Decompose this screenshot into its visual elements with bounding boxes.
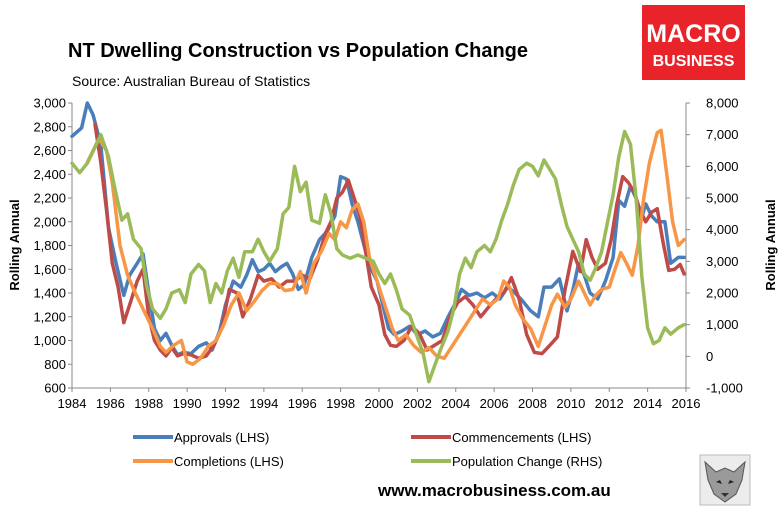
legend-label-completions: Completions (LHS)	[174, 454, 284, 469]
axes-layer	[68, 102, 690, 392]
series-line-approvals	[70, 101, 686, 357]
legend-label-approvals: Approvals (LHS)	[174, 430, 269, 445]
left-tick-label: 2,600	[33, 143, 66, 158]
x-tick-label: 1994	[249, 396, 278, 411]
x-tick-label: 2008	[518, 396, 547, 411]
wolf-emblem-icon	[699, 454, 751, 506]
left-tick-label: 800	[44, 357, 66, 372]
series-layer	[70, 101, 686, 384]
left-tick-label: 2,000	[33, 214, 66, 229]
x-tick-label: 1996	[288, 396, 317, 411]
x-tick-label: 2002	[403, 396, 432, 411]
left-tick-label: 1,200	[33, 309, 66, 324]
right-axis-title: Rolling Annual	[763, 199, 778, 290]
series-line-commencements	[93, 122, 686, 361]
logo-text-business: BUSINESS	[653, 53, 735, 70]
x-tick-label: 2006	[480, 396, 509, 411]
x-tick-label: 2000	[365, 396, 394, 411]
x-tick-label: 2016	[672, 396, 701, 411]
x-tick-label: 1998	[326, 396, 355, 411]
chart-subtitle: Source: Australian Bureau of Statistics	[72, 73, 310, 89]
legend-label-commencements: Commencements (LHS)	[452, 430, 591, 445]
legend: Approvals (LHS) Commencements (LHS) Comple…	[133, 430, 602, 469]
series-line-population-change	[70, 129, 686, 384]
chart-title: NT Dwelling Construction vs Population C…	[68, 40, 528, 62]
left-tick-label: 1,400	[33, 286, 66, 301]
left-tick-label: 2,800	[33, 119, 66, 134]
right-tick-label: 2,000	[706, 286, 739, 301]
right-tick-label: 8,000	[706, 96, 739, 111]
logo-background	[642, 5, 745, 80]
right-tick-label: 3,000	[706, 254, 739, 269]
left-tick-label: 2,200	[33, 191, 66, 206]
x-tick-label: 2010	[556, 396, 585, 411]
left-tick-label: 1,000	[33, 333, 66, 348]
right-tick-label: -1,000	[706, 381, 743, 396]
x-tick-label: 1988	[134, 396, 163, 411]
left-tick-label: 2,400	[33, 167, 66, 182]
right-tick-label: 1,000	[706, 317, 739, 332]
x-tick-label: 2004	[441, 396, 470, 411]
right-tick-label: 6,000	[706, 159, 739, 174]
left-tick-label: 1,800	[33, 238, 66, 253]
x-tick-label: 2014	[633, 396, 662, 411]
x-tick-label: 1986	[96, 396, 125, 411]
tick-labels: 600 800 1,000 1,200 1,400 1,600 1,800 2,000 2,20…	[33, 96, 742, 412]
x-tick-label: 2012	[595, 396, 624, 411]
left-tick-label: 3,000	[33, 96, 66, 111]
legend-label-population-change: Population Change (RHS)	[452, 454, 602, 469]
website-url: www.macrobusiness.com.au	[377, 481, 611, 500]
right-tick-label: 5,000	[706, 191, 739, 206]
macrobusiness-logo: MACRO BUSINESS	[642, 5, 745, 80]
series-line-completions	[85, 128, 686, 367]
left-tick-label: 600	[44, 381, 66, 396]
x-tick-label: 1990	[173, 396, 202, 411]
right-tick-label: 7,000	[706, 127, 739, 142]
right-tick-label: 0	[706, 349, 713, 364]
left-tick-label: 1,600	[33, 262, 66, 277]
left-axis-title: Rolling Annual	[7, 199, 22, 290]
x-tick-label: 1992	[211, 396, 240, 411]
x-tick-label: 1984	[58, 396, 87, 411]
right-tick-label: 4,000	[706, 222, 739, 237]
logo-text-macro: MACRO	[646, 20, 740, 48]
